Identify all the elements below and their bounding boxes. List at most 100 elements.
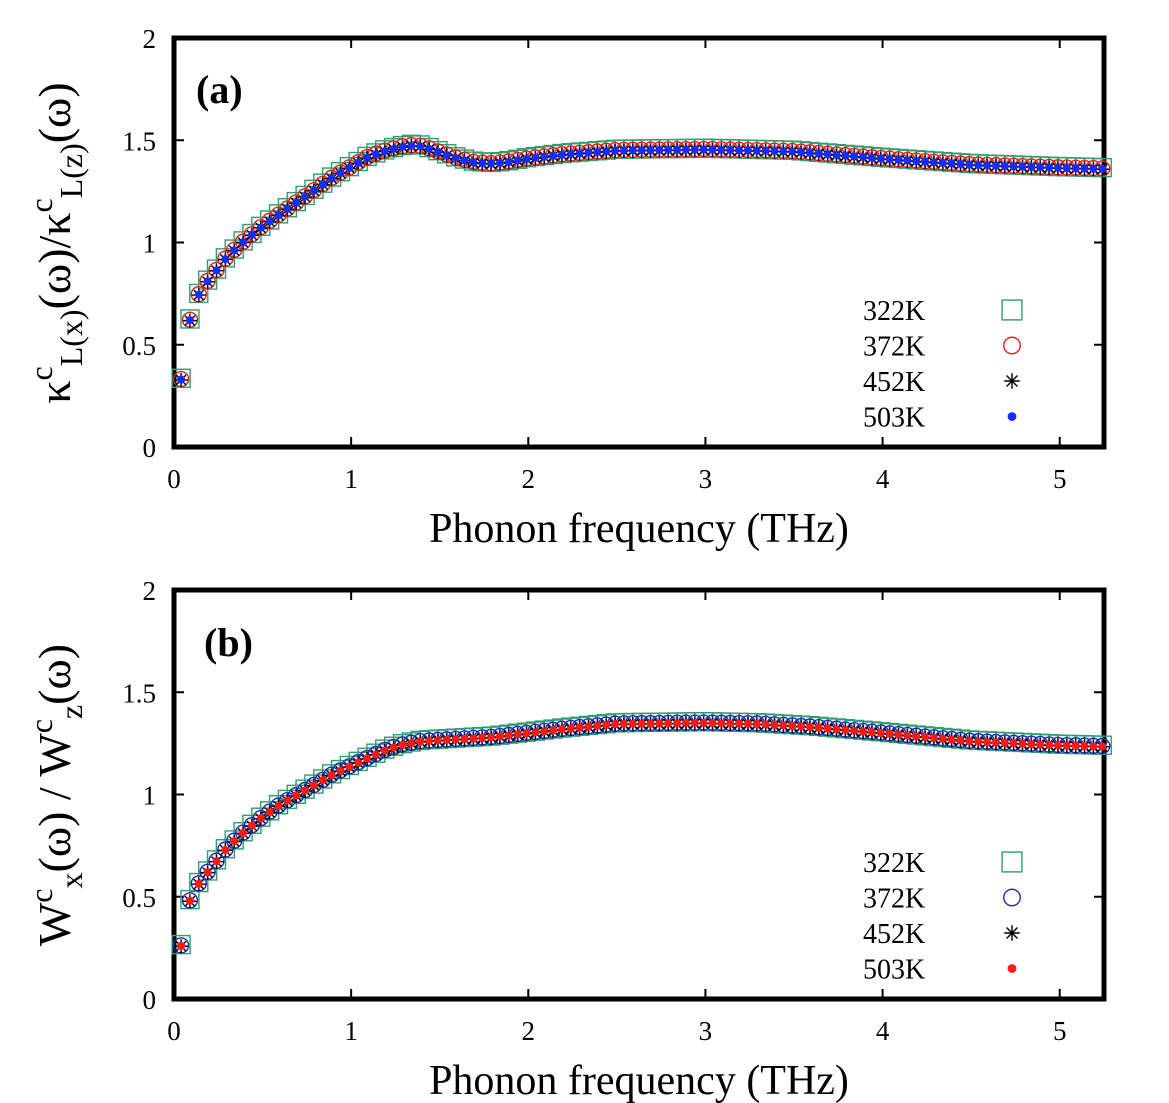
data-point-503K [380, 746, 389, 755]
x-axis-label-b: Phonon frequency (THz) [429, 1058, 849, 1103]
data-point-503K [646, 146, 655, 155]
data-point-503K [859, 153, 868, 162]
data-point-503K [1062, 741, 1071, 750]
y-axis-label-part: W [29, 902, 80, 946]
data-point-503K [256, 814, 265, 823]
data-point-503K [708, 719, 717, 728]
legend-b: 322K 372K 452K 503K [863, 848, 1023, 986]
y-tick-label: 0.5 [122, 331, 156, 361]
data-point-503K [549, 151, 558, 160]
data-point-503K [239, 828, 248, 837]
legend-marker-372K [1003, 336, 1021, 355]
y-tick-label: 0 [143, 433, 157, 463]
data-point-503K [788, 721, 797, 730]
data-point-503K [451, 154, 460, 163]
x-tick-label: 0 [167, 1016, 181, 1046]
data-point-503K [504, 731, 513, 740]
data-point-503K [1071, 741, 1080, 750]
x-tick-label: 4 [876, 1016, 890, 1046]
series-452K [174, 716, 1110, 954]
legend-marker-322K [1001, 851, 1023, 873]
data-point-503K [797, 148, 806, 157]
x-tick-label: 5 [1053, 1016, 1067, 1046]
data-point-503K [894, 155, 903, 164]
data-point-503K [832, 150, 841, 159]
panel-label-b: (b) [204, 620, 253, 665]
data-point-503K [841, 151, 850, 160]
data-point-503K [371, 150, 380, 159]
series-503K [177, 141, 1107, 384]
panel-a: 0 1 2 3 4 5 0 0.5 1 1.5 2 322K 372K 452K 503K (a) Ph… [23, 24, 1112, 552]
data-point-503K [495, 158, 504, 167]
series-322K [171, 134, 1112, 388]
data-point-503K [247, 230, 256, 239]
data-point-503K [566, 150, 575, 159]
data-point-503K [363, 153, 372, 162]
data-point-503K [487, 159, 496, 168]
data-point-503K [885, 155, 894, 164]
data-point-503K [850, 726, 859, 735]
data-point-503K [389, 743, 398, 752]
data-point-503K [407, 739, 416, 748]
data-point-503K [1027, 162, 1036, 171]
data-point-503K [1098, 742, 1107, 751]
data-point-503K [752, 146, 761, 155]
data-point-503K [549, 726, 558, 735]
y-tick-label: 1.5 [122, 678, 156, 708]
data-point-503K [1009, 162, 1018, 171]
data-point-503K [752, 719, 761, 728]
y-axis-label-a: κcL(x)(ω)/κcL(z)(ω) [23, 82, 89, 403]
data-point-503K [859, 727, 868, 736]
data-point-503K [912, 156, 921, 165]
data-point-503K [336, 766, 345, 775]
data-point-503K [664, 719, 673, 728]
data-point-503K [681, 719, 690, 728]
data-point-503K [867, 728, 876, 737]
data-point-503K [1098, 164, 1107, 173]
data-point-503K [1053, 163, 1062, 172]
data-point-503K [1045, 740, 1054, 749]
data-point-503K [212, 266, 221, 275]
data-point-503K [487, 733, 496, 742]
data-point-503K [903, 731, 912, 740]
data-point-503K [451, 735, 460, 744]
y-tick-label: 2 [143, 24, 157, 54]
data-point-503K [779, 147, 788, 156]
data-point-503K [938, 158, 947, 167]
data-point-503K [221, 255, 230, 264]
legend-label-503K: 503K [863, 403, 925, 434]
data-point-503K [823, 724, 832, 733]
data-point-503K [265, 217, 274, 226]
data-point-503K [301, 192, 310, 201]
data-point-503K [681, 145, 690, 154]
data-point-503K [584, 722, 593, 731]
data-point-503K [540, 727, 549, 736]
data-point-503K [974, 737, 983, 746]
data-point-503K [664, 145, 673, 154]
data-point-503K [593, 721, 602, 730]
data-point-503K [318, 776, 327, 785]
panel-label-a: (a) [196, 67, 243, 112]
data-point-503K [425, 144, 434, 153]
data-point-503K [1071, 164, 1080, 173]
data-point-503K [309, 186, 318, 195]
data-point-503K [779, 721, 788, 730]
y-tick-label: 2 [143, 576, 157, 606]
data-point-503K [593, 147, 602, 156]
data-point-503K [442, 735, 451, 744]
data-point-503K [991, 161, 1000, 170]
data-point-503K [504, 157, 513, 166]
data-point-503K [1089, 164, 1098, 173]
data-point-503K [336, 168, 345, 177]
series-layer-b [171, 712, 1112, 955]
data-point-503K [292, 791, 301, 800]
y-axis-label-part: (ω) / W [29, 733, 80, 873]
data-point-503K [637, 146, 646, 155]
plot-frame-a [171, 35, 1107, 450]
data-point-503K [416, 737, 425, 746]
y-axis-label-part: c [23, 366, 59, 380]
data-point-503K [814, 723, 823, 732]
data-point-503K [345, 762, 354, 771]
data-point-503K [646, 719, 655, 728]
